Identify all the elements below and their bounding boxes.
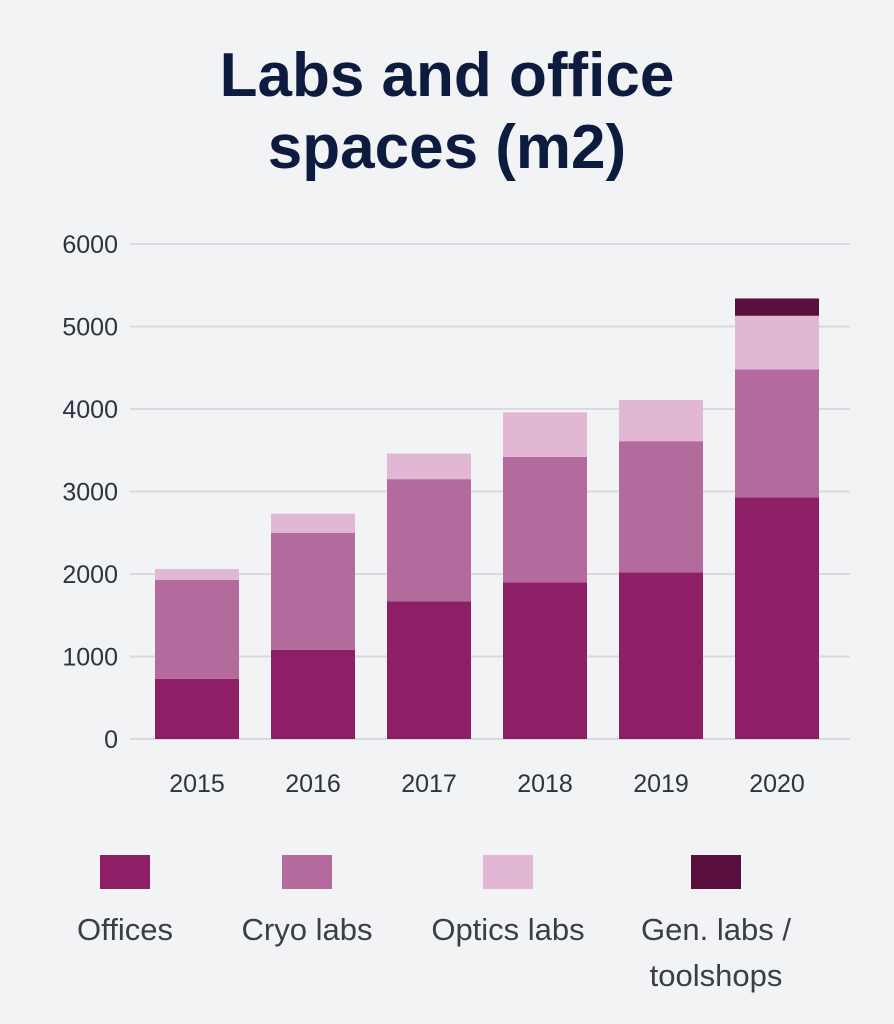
legend-swatch-gen-labs-toolshops [691,855,741,889]
x-axis-ticks: 2015 2016 2017 2018 2019 2020 [169,770,805,798]
legend-item-gen-labs-toolshops[interactable]: Gen. labs / toolshops [618,855,814,999]
chart-grid [130,243,850,740]
x-tick-label-2016: 2016 [285,770,341,798]
legend-item-optics-labs[interactable]: Optics labs [408,855,608,953]
x-tick-label-2019: 2019 [633,770,689,798]
bar-2019-optics-labs [619,399,703,442]
bar-2018-cryo-labs [503,456,587,583]
legend-label-gen-labs-toolshops: Gen. labs / toolshops [641,912,791,993]
bar-2020-cryo-labs [735,369,819,498]
y-axis-ticks: 0 1000 2000 3000 4000 5000 6000 [62,231,118,754]
y-tick-label-4000: 4000 [62,396,118,424]
y-tick-label-0: 0 [104,726,118,754]
legend-item-offices[interactable]: Offices [50,855,200,953]
y-tick-label-3000: 3000 [62,479,118,507]
legend-label-optics-labs: Optics labs [431,912,585,947]
x-tick-label-2015: 2015 [169,770,225,798]
bar-2016-optics-labs [271,513,355,533]
chart-title-line-1: Labs and office [219,41,675,110]
bar-2017-cryo-labs [387,479,471,602]
legend-swatch-cryo-labs [282,855,332,889]
legend-swatch-offices [100,855,150,889]
bar-2015-offices [155,678,239,739]
y-tick-label-6000: 6000 [62,231,118,259]
bar-2017-optics-labs [387,453,471,480]
bar-2018-offices [503,582,587,739]
legend-swatch-optics-labs [483,855,533,889]
legend-label-offices: Offices [77,912,173,947]
bar-2016-offices [271,649,355,739]
chart-title-line-2: spaces (m2) [267,113,627,182]
bar-2020-gen-labs-toolshops [735,298,819,316]
y-tick-label-5000: 5000 [62,314,118,342]
bar-2017-offices [387,601,471,739]
bar-2018-optics-labs [503,412,587,457]
chart-bars [155,298,819,739]
x-tick-label-2017: 2017 [401,770,457,798]
bar-2020-optics-labs [735,315,819,370]
chart-title: Labs and office spaces (m2) [0,40,894,184]
bar-2015-optics-labs [155,569,239,580]
legend-label-cryo-labs: Cryo labs [241,912,373,947]
legend-item-cryo-labs[interactable]: Cryo labs [222,855,392,953]
chart-legend: Offices Cryo labs Optics labs Gen. labs … [0,855,894,1015]
bar-2020-offices [735,497,819,739]
bar-2015-cryo-labs [155,579,239,679]
bar-2016-cryo-labs [271,532,355,650]
y-tick-label-2000: 2000 [62,561,118,589]
bar-2019-cryo-labs [619,441,703,573]
x-tick-label-2020: 2020 [749,770,805,798]
y-tick-label-1000: 1000 [62,644,118,672]
bar-2019-offices [619,572,703,739]
x-tick-label-2018: 2018 [517,770,573,798]
